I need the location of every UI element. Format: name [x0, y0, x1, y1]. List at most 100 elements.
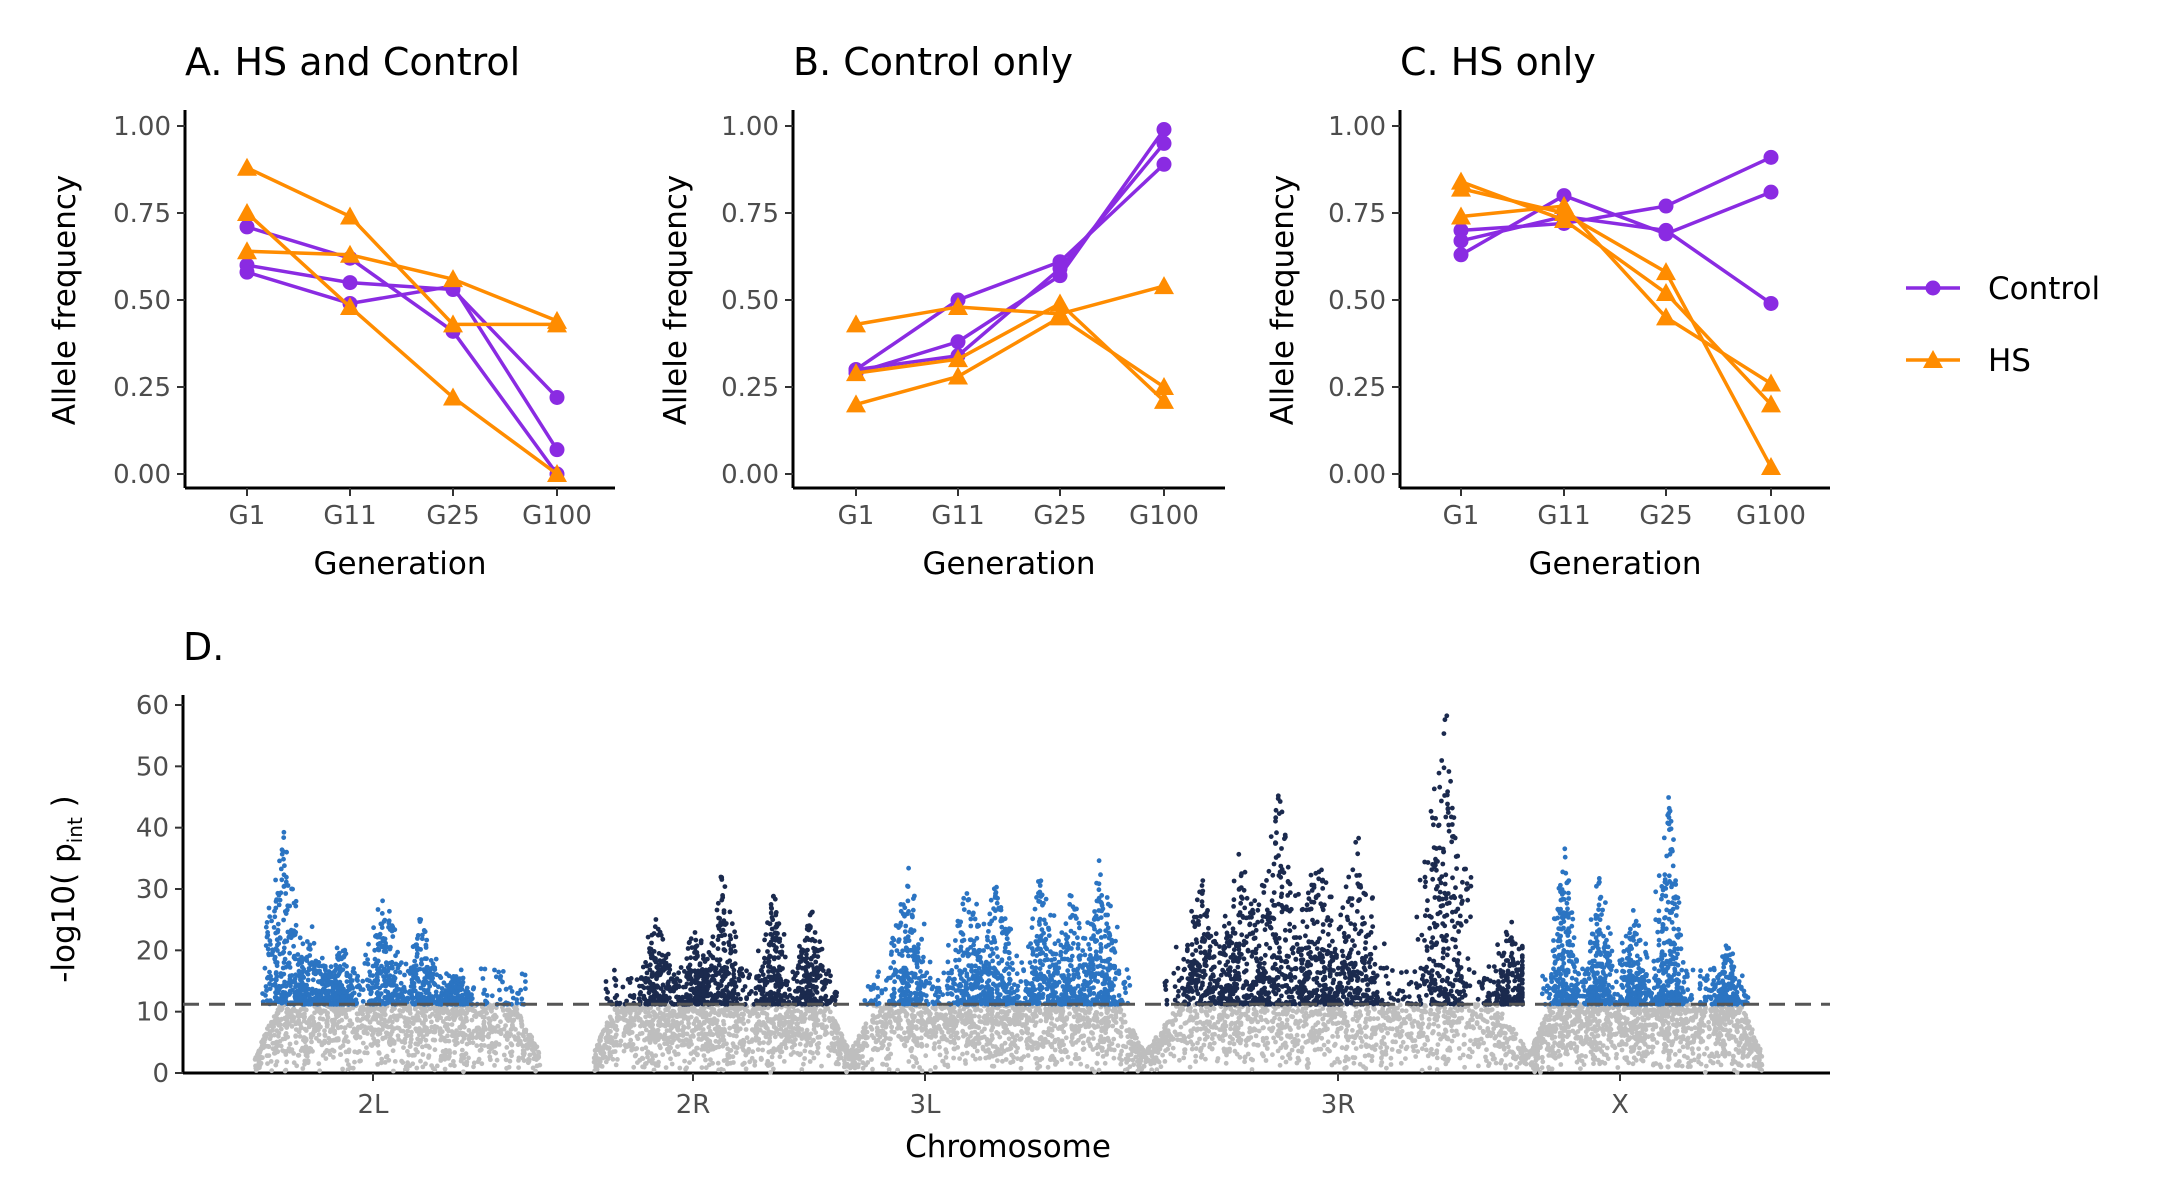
- point-significant: [637, 991, 643, 997]
- point-significant: [813, 959, 819, 965]
- point-significant: [276, 902, 282, 908]
- point-nonsig: [795, 1021, 800, 1026]
- point-nonsig: [432, 1029, 438, 1035]
- point-nonsig: [755, 1047, 761, 1052]
- point-significant: [311, 967, 316, 972]
- point-significant: [287, 965, 293, 970]
- point-nonsig: [320, 1016, 326, 1022]
- point-significant: [760, 986, 766, 992]
- point-significant: [423, 942, 429, 948]
- point-significant: [297, 969, 303, 975]
- point-nonsig: [665, 1007, 670, 1013]
- point-significant: [797, 987, 803, 993]
- point-significant: [443, 988, 448, 993]
- point-significant: [480, 976, 486, 981]
- point-nonsig: [409, 1029, 414, 1035]
- point-significant: [305, 977, 311, 983]
- point-nonsig: [338, 1024, 344, 1030]
- point-nonsig: [694, 1018, 700, 1023]
- point-significant: [620, 984, 626, 990]
- point-significant: [282, 979, 287, 985]
- point-significant: [283, 879, 289, 885]
- point-significant: [812, 930, 818, 935]
- point-significant: [603, 979, 609, 984]
- point-nonsig: [443, 1038, 449, 1044]
- point-nonsig: [434, 1063, 440, 1069]
- point-nonsig: [628, 1015, 634, 1020]
- point-significant: [461, 1000, 467, 1006]
- point-nonsig: [486, 1016, 492, 1021]
- y-tick-label: 1.00: [113, 112, 171, 142]
- point-nonsig: [479, 1010, 484, 1015]
- point-significant: [406, 996, 411, 1002]
- point-significant: [671, 972, 677, 978]
- point-significant: [496, 969, 502, 975]
- point-significant: [390, 934, 396, 939]
- point-significant: [375, 907, 381, 912]
- point-significant: [771, 969, 776, 975]
- point-significant: [401, 984, 407, 990]
- point-nonsig: [442, 1050, 448, 1056]
- point-nonsig: [747, 1010, 753, 1016]
- point-nonsig: [726, 1061, 731, 1066]
- point-nonsig: [296, 1029, 302, 1035]
- point-significant: [725, 959, 730, 965]
- point-nonsig: [797, 1041, 803, 1047]
- point-nonsig: [484, 1010, 489, 1016]
- point-nonsig: [522, 1037, 528, 1043]
- point-nonsig: [295, 1052, 301, 1058]
- data-point-hs: [1656, 283, 1676, 302]
- point-nonsig: [650, 1056, 655, 1062]
- point-significant: [731, 971, 736, 977]
- point-nonsig: [843, 1043, 849, 1048]
- point-significant: [277, 858, 282, 864]
- point-nonsig: [309, 1039, 314, 1045]
- point-significant: [291, 955, 297, 960]
- point-nonsig: [777, 1022, 782, 1028]
- point-nonsig: [594, 1054, 599, 1060]
- point-significant: [335, 955, 340, 961]
- point-significant: [379, 911, 385, 916]
- point-significant: [283, 983, 289, 989]
- point-significant: [519, 996, 525, 1002]
- point-nonsig: [375, 1039, 381, 1044]
- point-nonsig: [447, 1050, 453, 1056]
- point-significant: [269, 918, 274, 924]
- point-nonsig: [722, 1029, 728, 1035]
- point-significant: [660, 982, 666, 988]
- point-significant: [295, 962, 301, 967]
- point-significant: [724, 984, 730, 990]
- point-nonsig: [481, 1021, 487, 1027]
- point-nonsig: [433, 1013, 439, 1019]
- point-nonsig: [642, 1037, 647, 1043]
- point-nonsig: [651, 1067, 657, 1073]
- point-significant: [349, 994, 354, 999]
- point-nonsig: [496, 1042, 502, 1047]
- point-significant: [698, 996, 704, 1002]
- point-significant: [688, 936, 694, 942]
- panel-title: C. HS only: [1400, 40, 1596, 84]
- point-significant: [319, 955, 325, 961]
- point-significant: [286, 960, 292, 966]
- point-significant: [387, 946, 393, 952]
- data-point-hs: [1656, 262, 1676, 281]
- point-nonsig: [614, 1014, 620, 1020]
- point-nonsig: [357, 1018, 363, 1023]
- point-nonsig: [801, 1061, 806, 1067]
- point-nonsig: [802, 1056, 807, 1061]
- point-significant: [431, 980, 437, 986]
- point-nonsig: [314, 1006, 320, 1011]
- point-nonsig: [410, 1021, 416, 1026]
- point-significant: [805, 988, 811, 994]
- point-significant: [721, 941, 727, 946]
- point-significant: [724, 968, 729, 974]
- point-significant: [383, 979, 388, 985]
- point-significant: [742, 984, 748, 989]
- point-significant: [307, 953, 313, 958]
- point-nonsig: [356, 1011, 362, 1016]
- point-significant: [344, 979, 350, 984]
- point-significant: [298, 995, 304, 1000]
- point-nonsig: [772, 1034, 778, 1040]
- point-significant: [448, 980, 454, 986]
- point-nonsig: [502, 1012, 508, 1018]
